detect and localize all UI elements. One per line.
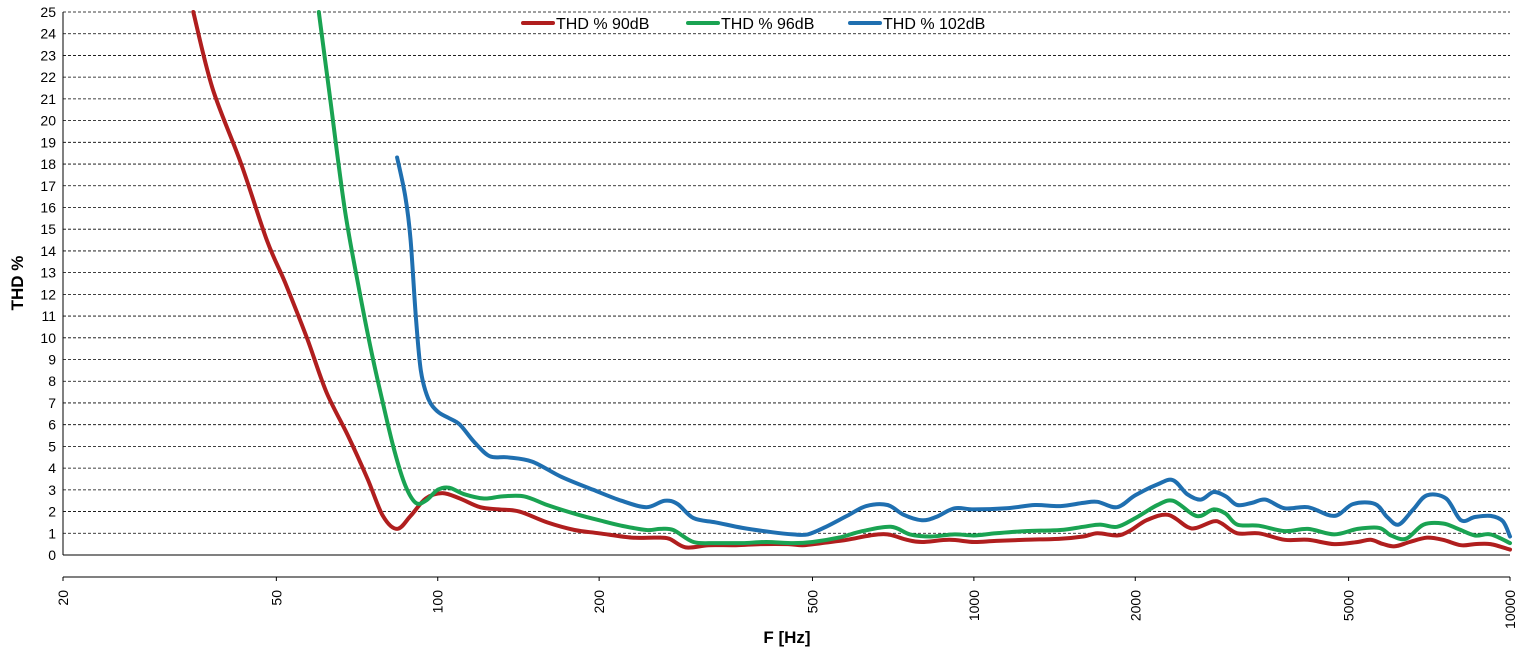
y-tick-label: 14 [40, 243, 56, 259]
x-tick-label: 100 [430, 590, 446, 614]
x-tick-label: 500 [804, 590, 820, 614]
x-axis-ticks: 20 50 100 200 500 1000 2000 5000 10000 [55, 577, 1518, 629]
y-tick-label: 24 [40, 26, 56, 42]
x-tick-label: 1000 [966, 590, 982, 621]
y-tick-label: 20 [40, 113, 56, 129]
y-axis-ticks: 0123456789101112131415161718192021222324… [40, 4, 56, 563]
y-tick-label: 11 [41, 308, 56, 324]
series-lines [191, 10, 1512, 552]
y-tick-label: 18 [40, 156, 56, 172]
gridlines [63, 11, 1510, 534]
x-axis-title: F [Hz] [763, 628, 810, 647]
series-line-1 [191, 10, 1512, 552]
y-tick-label: 4 [48, 460, 56, 476]
y-tick-label: 19 [40, 134, 56, 150]
y-tick-label: 3 [48, 482, 56, 498]
y-tick-label: 2 [48, 504, 56, 520]
y-tick-label: 17 [40, 178, 56, 194]
x-tick-label: 200 [591, 590, 607, 614]
y-tick-label: 16 [40, 199, 56, 215]
y-tick-label: 8 [48, 373, 56, 389]
y-tick-label: 10 [40, 330, 56, 346]
y-tick-label: 23 [40, 47, 56, 63]
y-tick-label: 9 [48, 352, 56, 368]
legend-label: THD % 96dB [721, 16, 814, 33]
legend-label: THD % 102dB [883, 16, 985, 33]
y-tick-label: 13 [40, 265, 56, 281]
x-tick-label: 20 [55, 590, 71, 606]
y-tick-label: 12 [40, 286, 56, 302]
x-tick-label: 10000 [1502, 590, 1518, 629]
x-tick-label: 2000 [1127, 590, 1143, 621]
series-line-3 [395, 155, 1512, 539]
x-tick-label: 50 [268, 590, 284, 606]
y-tick-label: 22 [40, 69, 56, 85]
legend-label: THD % 90dB [556, 16, 649, 33]
series-line-2 [316, 10, 1512, 546]
y-tick-label: 15 [40, 221, 56, 237]
y-tick-label: 0 [48, 547, 56, 563]
y-tick-label: 5 [48, 438, 56, 454]
y-tick-label: 25 [40, 4, 56, 20]
y-tick-label: 7 [48, 395, 56, 411]
axes [62, 12, 1510, 578]
y-tick-label: 6 [48, 417, 56, 433]
x-tick-label: 5000 [1341, 590, 1357, 621]
legend: THD % 90dB THD % 96dB THD % 102dB [521, 16, 985, 33]
y-axis-title: THD % [8, 256, 27, 311]
y-tick-label: 21 [40, 91, 56, 107]
y-tick-label: 1 [48, 525, 56, 541]
